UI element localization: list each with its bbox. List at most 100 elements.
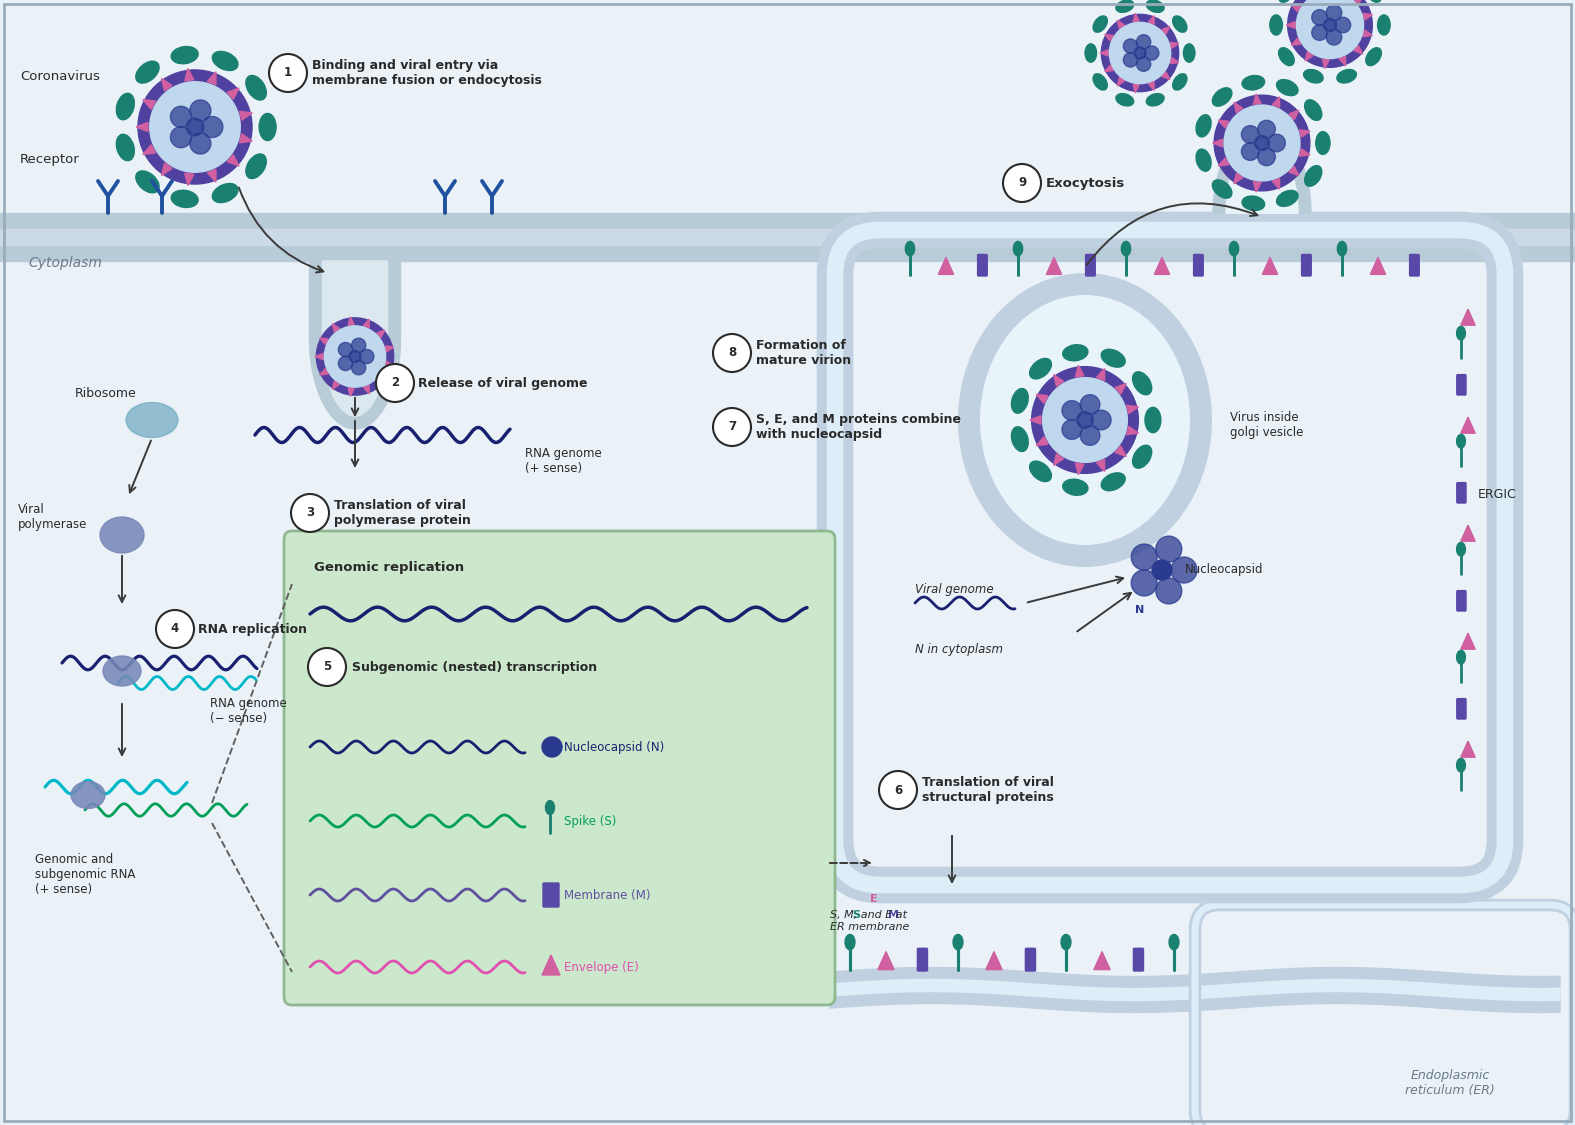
Polygon shape: [239, 111, 252, 120]
Ellipse shape: [126, 403, 178, 438]
Circle shape: [139, 70, 252, 184]
Polygon shape: [1104, 35, 1114, 40]
Polygon shape: [1148, 82, 1154, 90]
Ellipse shape: [906, 242, 915, 255]
Circle shape: [1326, 29, 1342, 45]
Polygon shape: [1217, 158, 1229, 166]
Ellipse shape: [1132, 371, 1151, 395]
Polygon shape: [227, 88, 239, 99]
Ellipse shape: [1085, 44, 1096, 62]
Circle shape: [1062, 400, 1082, 421]
Ellipse shape: [1183, 44, 1195, 62]
Ellipse shape: [99, 518, 143, 554]
Polygon shape: [1288, 110, 1299, 119]
Circle shape: [1131, 544, 1158, 570]
Circle shape: [1062, 420, 1082, 440]
Polygon shape: [310, 261, 400, 429]
Ellipse shape: [1117, 93, 1134, 106]
Polygon shape: [1262, 258, 1277, 274]
Polygon shape: [184, 69, 194, 81]
Ellipse shape: [1169, 935, 1180, 950]
Polygon shape: [1306, 52, 1314, 61]
Text: 7: 7: [728, 421, 736, 433]
Circle shape: [202, 117, 224, 137]
Polygon shape: [1213, 127, 1310, 213]
FancyBboxPatch shape: [1301, 254, 1312, 276]
Circle shape: [351, 339, 365, 352]
Text: Binding and viral entry via
membrane fusion or endocytosis: Binding and viral entry via membrane fus…: [312, 58, 542, 87]
Text: Translation of viral
structural proteins: Translation of viral structural proteins: [921, 776, 1054, 804]
Ellipse shape: [1457, 542, 1465, 556]
Ellipse shape: [71, 782, 106, 809]
Polygon shape: [239, 134, 252, 143]
Circle shape: [1170, 557, 1197, 583]
Polygon shape: [162, 79, 172, 91]
Ellipse shape: [1147, 0, 1164, 12]
Text: S, M, and E at
ER membrane: S, M, and E at ER membrane: [830, 910, 909, 932]
Ellipse shape: [958, 273, 1213, 567]
Polygon shape: [1036, 395, 1047, 404]
Ellipse shape: [1013, 242, 1022, 255]
Circle shape: [170, 106, 192, 127]
Ellipse shape: [1315, 132, 1329, 154]
FancyBboxPatch shape: [0, 213, 1575, 261]
FancyBboxPatch shape: [1025, 948, 1035, 971]
Circle shape: [713, 408, 751, 446]
Polygon shape: [1132, 14, 1139, 21]
Polygon shape: [348, 388, 354, 396]
Ellipse shape: [1243, 75, 1265, 90]
Ellipse shape: [1457, 650, 1465, 664]
Text: RNA genome
(+ sense): RNA genome (+ sense): [524, 447, 602, 475]
FancyBboxPatch shape: [284, 531, 835, 1005]
Text: N: N: [1136, 605, 1145, 615]
Circle shape: [191, 133, 211, 154]
Circle shape: [1255, 136, 1269, 151]
Text: Spike (S): Spike (S): [564, 814, 616, 828]
Text: Genomic and
subgenomic RNA
(+ sense): Genomic and subgenomic RNA (+ sense): [35, 853, 135, 896]
Polygon shape: [323, 261, 387, 416]
Ellipse shape: [117, 93, 134, 119]
Circle shape: [1326, 4, 1342, 20]
Ellipse shape: [980, 295, 1191, 544]
Ellipse shape: [1121, 242, 1131, 255]
Text: S: S: [852, 910, 860, 920]
Circle shape: [1134, 47, 1147, 58]
Circle shape: [542, 737, 562, 757]
Polygon shape: [1096, 369, 1104, 380]
Polygon shape: [1213, 140, 1222, 147]
FancyBboxPatch shape: [1457, 591, 1466, 611]
Ellipse shape: [1269, 15, 1282, 35]
Circle shape: [156, 610, 194, 648]
Ellipse shape: [1030, 359, 1052, 379]
Polygon shape: [1054, 375, 1063, 386]
Polygon shape: [1132, 84, 1139, 92]
Circle shape: [1151, 560, 1172, 580]
Polygon shape: [1233, 173, 1243, 183]
Polygon shape: [1299, 148, 1310, 156]
Ellipse shape: [545, 801, 554, 814]
Polygon shape: [208, 170, 216, 182]
Ellipse shape: [135, 171, 159, 192]
Circle shape: [324, 326, 386, 387]
Circle shape: [1109, 22, 1170, 83]
Circle shape: [309, 648, 346, 686]
Circle shape: [1156, 578, 1181, 604]
Circle shape: [1336, 17, 1351, 33]
Ellipse shape: [1195, 115, 1211, 137]
Polygon shape: [939, 258, 953, 274]
Polygon shape: [1217, 120, 1229, 128]
Text: Envelope (E): Envelope (E): [564, 961, 639, 973]
Text: ERGIC: ERGIC: [1477, 488, 1517, 502]
Ellipse shape: [1195, 150, 1211, 171]
Circle shape: [359, 350, 373, 363]
Text: 6: 6: [895, 783, 902, 796]
Text: Coronavirus: Coronavirus: [20, 70, 99, 83]
Circle shape: [291, 494, 329, 532]
Circle shape: [1091, 411, 1110, 430]
Polygon shape: [376, 376, 384, 382]
Polygon shape: [1292, 4, 1301, 11]
Text: Genomic replication: Genomic replication: [313, 561, 465, 574]
Ellipse shape: [1304, 100, 1321, 120]
Polygon shape: [1154, 258, 1170, 274]
Circle shape: [1123, 39, 1137, 53]
